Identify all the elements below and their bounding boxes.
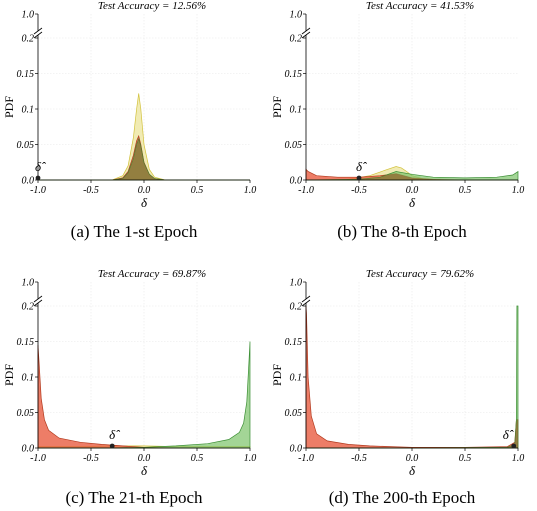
x-tick-label: 0.0: [138, 185, 151, 196]
chart-panel-d: Test Accuracy = 79.62% -1.0 -0.5 0.0 0.5 1.0 0…: [270, 268, 525, 478]
delta-hat-label: δ̂: [503, 427, 514, 442]
y-axis-label: PDF: [270, 364, 284, 386]
y-tick-label: 0.1: [290, 373, 303, 384]
x-tick-label: -0.5: [351, 185, 367, 196]
delta-hat-marker: [35, 175, 41, 181]
chart-panel-c: Test Accuracy = 69.87% -1.0 -0.5 0.0 0.5 1.0 0…: [2, 268, 257, 478]
y-tick-label: 0.15: [285, 337, 303, 348]
x-axis-label: δ: [141, 195, 148, 210]
x-tick-label: 1.0: [512, 453, 525, 464]
axis-break-mark: [33, 27, 43, 39]
x-tick-label: -0.5: [351, 453, 367, 464]
y-tick-label: 0.0: [290, 176, 303, 187]
delta-hat-marker: [109, 443, 115, 449]
x-tick-label: 1.0: [244, 185, 257, 196]
y-tick-label: 0.0: [290, 444, 303, 455]
x-tick-label: 1.0: [244, 453, 257, 464]
delta-hat-marker: [356, 175, 362, 181]
y-tick-label: 0.1: [290, 105, 303, 116]
chart-panel-a: Test Accuracy = 12.56% -1.0 -0.5 0.0 0.5 1.0 0…: [2, 0, 257, 210]
delta-hat-label: δ̂: [35, 159, 46, 174]
axis-break-mark: [301, 27, 311, 39]
y-tick-label: 0.0: [22, 444, 35, 455]
caption-b: (b) The 8-th Epoch: [337, 222, 467, 241]
x-tick-label: 0.5: [459, 185, 472, 196]
x-tick-label: 0.0: [138, 453, 151, 464]
delta-hat-label: δ̂: [109, 427, 120, 442]
x-axis-label: δ: [409, 463, 416, 478]
delta-hat-marker: [511, 443, 517, 449]
y-tick-label: 0.0: [22, 176, 35, 187]
x-tick-label: -1.0: [298, 453, 314, 464]
overlap-area: [306, 173, 518, 180]
x-tick-label: -1.0: [30, 185, 46, 196]
x-tick-label: -1.0: [298, 185, 314, 196]
x-tick-label: 1.0: [512, 185, 525, 196]
x-tick-label: -0.5: [83, 453, 99, 464]
y-tick-label: 1.0: [290, 10, 303, 21]
y-axis-label: PDF: [2, 364, 16, 386]
y-tick-label: 1.0: [22, 10, 35, 21]
y-tick-label: 0.2: [22, 34, 35, 45]
chart-title: Test Accuracy = 69.87%: [98, 268, 206, 280]
y-tick-label: 0.2: [22, 302, 35, 313]
chart-title: Test Accuracy = 41.53%: [366, 0, 474, 12]
x-tick-label: -0.5: [83, 185, 99, 196]
axis-break-mark: [301, 295, 311, 307]
y-tick-label: 0.2: [290, 302, 303, 313]
y-axis-label: PDF: [270, 96, 284, 118]
y-axis-label: PDF: [2, 96, 16, 118]
y-tick-label: 0.2: [290, 34, 303, 45]
y-tick-label: 0.05: [285, 140, 303, 151]
x-tick-label: 0.5: [191, 453, 204, 464]
x-axis-label: δ: [141, 463, 148, 478]
x-tick-label: 0.5: [191, 185, 204, 196]
caption-a: (a) The 1-st Epoch: [70, 222, 198, 241]
chart-title: Test Accuracy = 79.62%: [366, 268, 474, 280]
y-tick-label: 0.15: [17, 69, 35, 80]
y-tick-label: 0.15: [17, 337, 35, 348]
caption-c: (c) The 21-th Epoch: [65, 488, 203, 507]
series-green-area: [38, 341, 251, 449]
x-tick-label: 0.5: [459, 453, 472, 464]
delta-hat-label: δ̂: [356, 159, 367, 174]
y-tick-label: 1.0: [290, 278, 303, 289]
chart-title: Test Accuracy = 12.56%: [98, 0, 206, 12]
y-tick-label: 0.1: [22, 373, 35, 384]
chart-panel-b: Test Accuracy = 41.53% -1.0 -0.5 0.0 0.5 1.0 0…: [270, 0, 525, 210]
y-tick-label: 0.05: [17, 408, 35, 419]
y-tick-label: 0.15: [285, 69, 303, 80]
x-tick-label: 0.0: [406, 453, 419, 464]
y-tick-label: 0.05: [285, 408, 303, 419]
caption-d: (d) The 200-th Epoch: [328, 488, 476, 507]
x-tick-label: 0.0: [406, 185, 419, 196]
axis-break-mark: [33, 295, 43, 307]
x-axis-label: δ: [409, 195, 416, 210]
y-tick-label: 0.1: [22, 105, 35, 116]
x-tick-label: -1.0: [30, 453, 46, 464]
overlap-area: [38, 138, 250, 180]
y-tick-label: 1.0: [22, 278, 35, 289]
y-tick-label: 0.05: [17, 140, 35, 151]
